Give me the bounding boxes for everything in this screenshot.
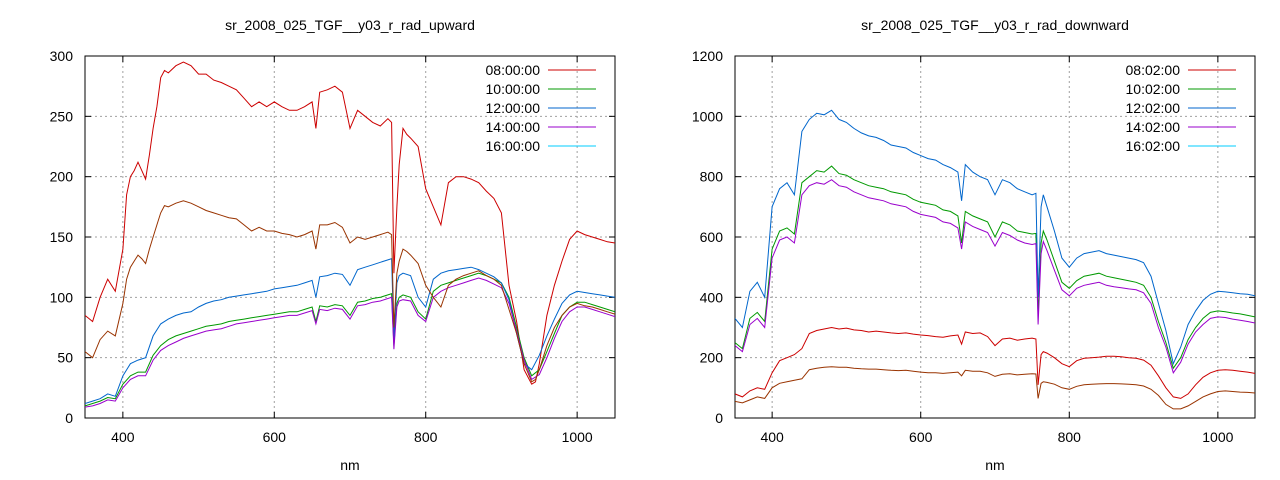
y-tick-label: 800 — [700, 169, 724, 185]
x-axis-label: nm — [985, 457, 1004, 473]
y-tick-label: 200 — [50, 169, 74, 185]
legend-label: 16:02:00 — [1126, 138, 1181, 154]
y-tick-label: 400 — [700, 289, 724, 305]
series-line-140200 — [735, 179, 1255, 374]
legend-label: 16:00:00 — [486, 138, 541, 154]
chart-1: sr_2008_025_TGF__y03_r_rad_upward 400 600 8… — [50, 17, 616, 473]
legend-label: 08:00:00 — [486, 62, 541, 78]
legend-label: 08:02:00 — [1126, 62, 1181, 78]
x-tick-label: 400 — [760, 429, 784, 445]
chart-title: sr_2008_025_TGF__y03_r_rad_downward — [861, 17, 1129, 33]
series-line-unlabeled-5 — [85, 200, 615, 383]
legend-label: 14:00:00 — [486, 119, 541, 135]
series-line-080200 — [735, 326, 1255, 399]
y-tick-label: 300 — [50, 48, 74, 64]
series-line-100000 — [85, 272, 615, 407]
x-tick-label: 400 — [111, 429, 135, 445]
x-tick-label: 800 — [1058, 429, 1082, 445]
y-tick-label: 1200 — [692, 48, 723, 64]
y-tick-label: 50 — [57, 350, 73, 366]
x-tick-label: 1000 — [1202, 429, 1233, 445]
x-tick-label: 600 — [263, 429, 287, 445]
y-tick-label: 600 — [700, 229, 724, 245]
y-tick-label: 0 — [715, 410, 723, 426]
series-line-120200 — [735, 109, 1255, 366]
y-tick-label: 0 — [65, 410, 73, 426]
legend-label: 10:00:00 — [486, 81, 541, 97]
y-tick-label: 150 — [50, 229, 74, 245]
x-tick-label: 1000 — [562, 429, 593, 445]
y-tick-label: 100 — [50, 289, 74, 305]
x-axis-label: nm — [340, 457, 359, 473]
series-line-140000 — [85, 277, 615, 408]
y-tick-label: 1000 — [692, 108, 723, 124]
chart-2: sr_2008_025_TGF__y03_r_rad_downward 400 60… — [692, 17, 1256, 473]
x-tick-label: 800 — [414, 429, 438, 445]
y-tick-label: 200 — [700, 350, 724, 366]
series-line-unlabeled-5 — [735, 366, 1255, 410]
chart-title: sr_2008_025_TGF__y03_r_rad_upward — [225, 17, 475, 33]
y-tick-label: 250 — [50, 108, 74, 124]
legend-label: 12:00:00 — [486, 100, 541, 116]
legend-label: 10:02:00 — [1126, 81, 1181, 97]
x-tick-label: 600 — [909, 429, 933, 445]
legend-label: 14:02:00 — [1126, 119, 1181, 135]
legend-label: 12:02:00 — [1126, 100, 1181, 116]
series-line-100200 — [735, 165, 1255, 370]
